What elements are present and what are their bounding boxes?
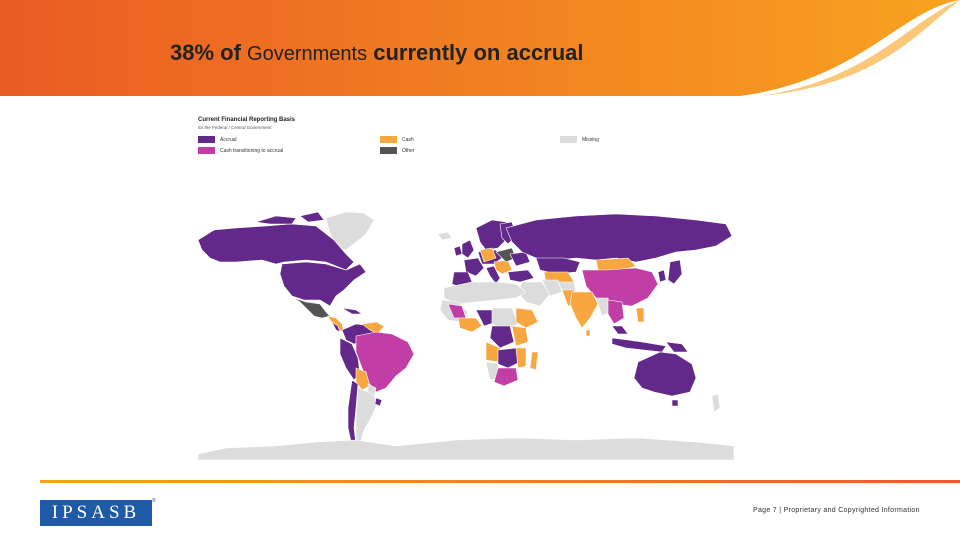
region-central-america-2 — [331, 321, 341, 333]
region-new-zealand — [711, 393, 721, 413]
legend-swatch-accrual — [198, 136, 215, 143]
region-turkey — [507, 269, 535, 283]
region-malaysia — [611, 325, 629, 335]
legend-label-transitioning: Cash transitioning to accrual — [220, 148, 284, 154]
region-japan — [667, 259, 683, 285]
region-gulf-guinea — [457, 317, 483, 333]
region-arctic-islands — [255, 211, 325, 225]
region-southern-africa — [497, 347, 521, 369]
legend-item-missing: Missing — [560, 136, 640, 144]
region-antarctica — [197, 437, 735, 461]
legend-swatch-cash — [380, 136, 397, 143]
region-kazakhstan — [535, 257, 581, 275]
legend-title: Current Financial Reporting Basis — [198, 117, 296, 123]
page-info: Page 7 | Proprietary and Copyrighted Inf… — [753, 507, 920, 514]
legend-item-accrual: Accrual — [198, 136, 338, 144]
region-central-africa — [491, 307, 519, 331]
header-background — [0, 0, 960, 96]
region-tasmania — [671, 399, 679, 407]
region-australia — [633, 351, 697, 397]
region-canada — [197, 223, 355, 271]
registered-mark: ® — [152, 498, 156, 504]
page-title: 38% of Governments currently on accrual — [170, 40, 584, 66]
region-korea — [657, 269, 667, 283]
legend-label-cash: Cash — [402, 137, 414, 143]
map-legend: Current Financial Reporting Basis for th… — [198, 117, 618, 162]
legend-swatch-missing — [560, 136, 577, 143]
title-governments: Governments — [247, 43, 368, 65]
region-brazil — [355, 331, 415, 393]
legend-item-other: Other — [380, 147, 480, 155]
ipsasb-logo: IPSASB — [40, 500, 152, 526]
region-mozambique — [515, 347, 527, 369]
legend-swatch-other — [380, 147, 397, 154]
region-scandinavia — [475, 219, 509, 251]
region-italy — [485, 265, 501, 285]
footer-divider — [40, 480, 960, 483]
region-venezuela — [361, 321, 385, 335]
region-indonesia — [611, 337, 667, 353]
region-drc — [489, 325, 515, 349]
region-horn-africa — [515, 307, 539, 329]
region-usa — [279, 261, 367, 307]
region-france — [463, 257, 485, 277]
region-png — [665, 341, 689, 353]
legend-item-transitioning: Cash transitioning to accrual — [198, 147, 338, 155]
header-banner — [0, 0, 960, 100]
world-map — [197, 211, 735, 461]
region-ireland — [453, 245, 463, 257]
title-percent: 38% of — [170, 40, 241, 65]
region-india — [569, 291, 599, 329]
region-germany — [479, 247, 497, 263]
region-indochina — [607, 299, 625, 325]
title-accrual: currently on accrual — [373, 40, 584, 65]
region-sri-lanka — [585, 329, 591, 337]
region-mexico — [293, 297, 331, 319]
region-russia — [505, 213, 733, 263]
region-east-africa — [511, 325, 529, 347]
legend-swatch-transitioning — [198, 147, 215, 154]
legend-item-cash: Cash — [380, 136, 480, 144]
world-map-figure: Current Financial Reporting Basis for th… — [196, 112, 736, 462]
region-uk — [461, 239, 475, 259]
legend-subtitle: for the Federal / Central Government — [198, 125, 272, 130]
region-caribbean — [341, 307, 363, 315]
region-philippines — [635, 307, 645, 323]
region-south-africa — [493, 367, 519, 387]
region-madagascar — [529, 351, 539, 371]
legend-label-other: Other — [402, 148, 415, 154]
legend-label-accrual: Accrual — [220, 137, 237, 143]
legend-label-missing: Missing — [582, 137, 599, 143]
region-iran — [541, 279, 563, 297]
region-north-africa — [443, 281, 527, 305]
region-bolivia — [355, 367, 371, 391]
region-argentina — [355, 387, 379, 445]
region-uruguay — [374, 397, 383, 407]
region-iceland — [437, 231, 453, 241]
region-ukraine — [509, 251, 531, 267]
